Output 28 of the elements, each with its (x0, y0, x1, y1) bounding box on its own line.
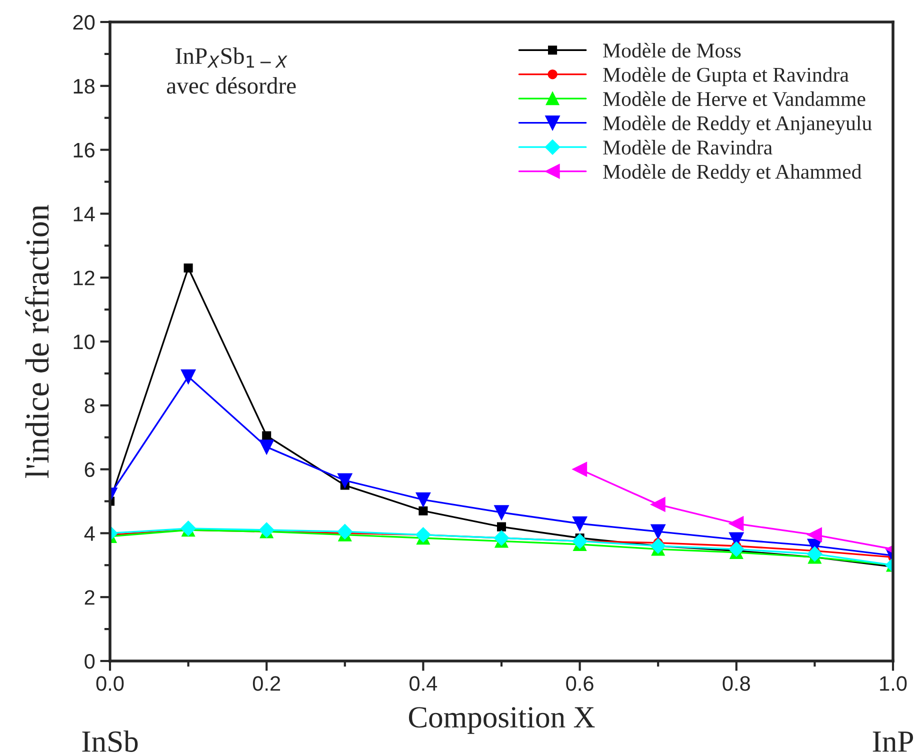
y-tick-label: 10 (74, 334, 95, 350)
x-tick-label: 0.2 (252, 676, 280, 691)
y-tick-label: 14 (74, 206, 95, 222)
text: InSb (82, 730, 138, 752)
y-tick-label: 6 (84, 462, 94, 478)
legend-label: Modèle de Gupta et Ravindra (603, 67, 849, 86)
y-tick-label: 12 (74, 270, 94, 286)
legend-label: Modèle de Moss (603, 42, 741, 58)
y-axis-title: l'indice de réfraction (25, 204, 49, 478)
y-tick-label: 20 (73, 15, 95, 30)
y-tick-label: 8 (84, 398, 95, 414)
x-tick-label: 0.0 (96, 676, 124, 691)
y-tick-label: 2 (84, 590, 94, 605)
text: InP$_{X}$Sb$_{1−X}$ avec désordre (166, 47, 296, 94)
x-tick-label: 0.6 (566, 676, 594, 691)
text: InP (872, 732, 913, 752)
y-tick-label: 18 (74, 78, 95, 94)
legend-label: Modèle de Reddy et Ahammed (603, 164, 862, 184)
legend-label: Modèle de Ravindra (603, 140, 772, 155)
legend-label: Modèle de Herve et Vandamme (603, 91, 866, 106)
y-tick-label: 16 (74, 142, 95, 158)
x-tick-label: 0.8 (722, 676, 750, 691)
x-tick-label: 1.0 (880, 676, 907, 691)
y-tick-label: 4 (84, 526, 95, 541)
x-axis-title: Composition X (408, 707, 595, 734)
y-tick-label: 0 (84, 654, 95, 669)
legend-label: Modèle de Reddy et Anjaneyulu (603, 116, 872, 135)
x-tick-label: 0.4 (410, 676, 438, 691)
